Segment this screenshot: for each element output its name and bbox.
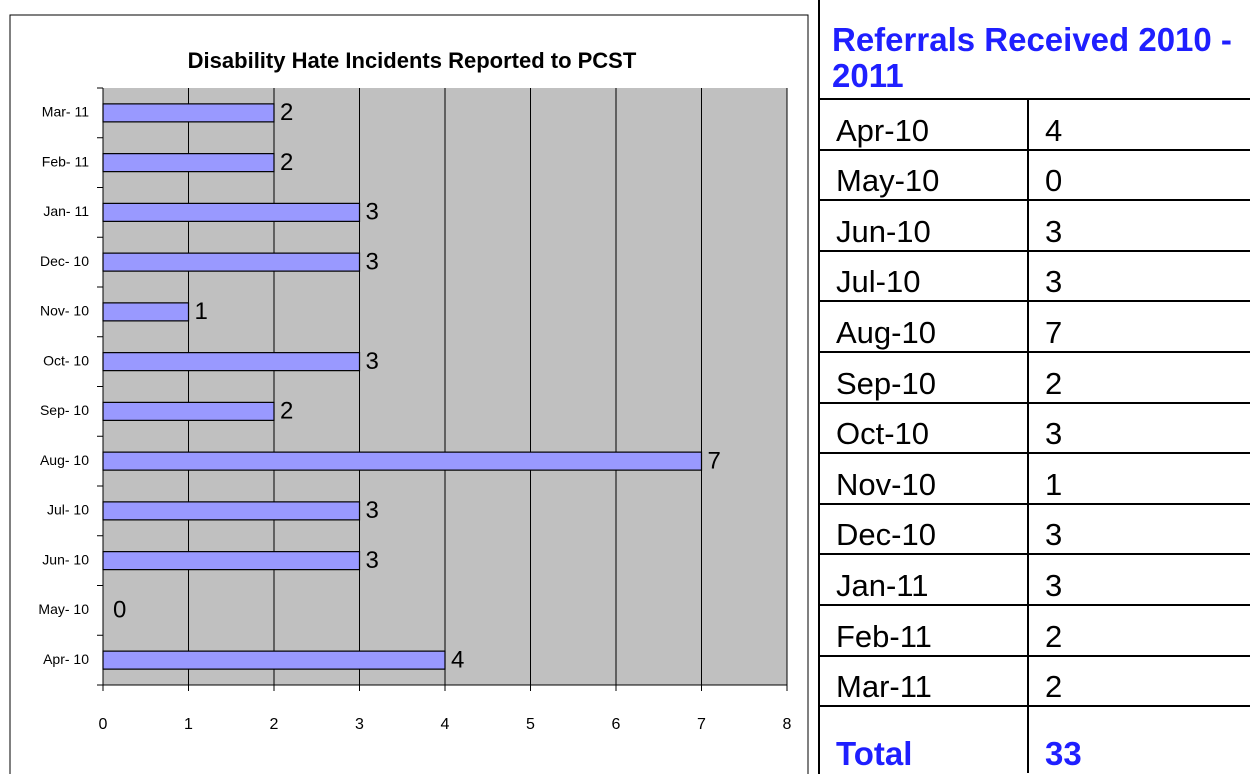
value-label: 3: [366, 348, 379, 375]
table-row: Oct-10 3: [820, 403, 1250, 455]
y-tick-label: Apr- 10: [43, 651, 89, 667]
bar: [102, 551, 361, 571]
table-cell: 3: [1045, 517, 1063, 553]
bar: [102, 202, 361, 222]
value-label: 3: [366, 497, 379, 524]
table-cell: 0: [1045, 163, 1063, 199]
bar: [102, 451, 703, 471]
y-tick-label: Feb- 11: [42, 153, 89, 169]
y-tick-label: Jan- 11: [43, 203, 89, 219]
table-cell: Apr-10: [820, 100, 1029, 149]
bar: [102, 650, 446, 670]
value-label: 3: [366, 199, 379, 226]
table-cell: 2: [1045, 618, 1063, 654]
value-label: 0: [113, 597, 126, 624]
table-cell: Jun-10: [820, 201, 1029, 250]
table-cell: 2: [1045, 669, 1063, 705]
table-cell: 3: [1045, 567, 1063, 603]
table-row: Feb-11 2: [820, 605, 1250, 657]
x-tick-label: 7: [697, 716, 706, 733]
x-tick-label: 0: [99, 716, 108, 733]
table-cell: 3: [1045, 416, 1063, 452]
table-cell: Nov-10: [820, 454, 1029, 503]
table: Referrals Received 2010 - 2011 Apr-10 4 Ma…: [818, 0, 1250, 774]
value-label: 4: [451, 646, 464, 673]
y-tick-label: Nov- 10: [40, 303, 89, 319]
y-tick-label: Jun- 10: [42, 551, 89, 567]
table-cell: 7: [1045, 314, 1063, 350]
value-label: 2: [280, 398, 293, 425]
table-title: Referrals Received 2010 - 2011: [820, 0, 1250, 100]
x-tick-label: 1: [184, 716, 193, 733]
table-row: Mar-11 2: [820, 656, 1250, 708]
y-tick-label: Oct- 10: [43, 352, 89, 368]
chart: Disability Hate Incidents Reported to PC…: [9, 14, 809, 774]
x-tick-label: 8: [783, 716, 792, 733]
table-cell: May-10: [820, 150, 1029, 200]
x-tick-label: 5: [526, 716, 535, 733]
table-row: Jan-11 3: [820, 555, 1250, 606]
table-cell: Jul-10: [820, 251, 1029, 301]
x-tick-label: 3: [355, 716, 364, 733]
value-label: 7: [708, 447, 721, 474]
table-cell: Aug-10: [820, 302, 1029, 351]
table-cell: 3: [1045, 213, 1063, 249]
y-tick-label: Dec- 10: [40, 253, 89, 269]
y-tick-label: Jul- 10: [47, 502, 89, 518]
table-row: Nov-10 1: [820, 454, 1250, 505]
table-row: Jul-10 3: [820, 251, 1250, 303]
y-tick-label: Mar- 11: [42, 104, 89, 120]
bar: [102, 401, 275, 421]
value-label: 3: [366, 248, 379, 275]
table-cell: Dec-10: [820, 504, 1029, 554]
table-row: Total 33: [820, 707, 1250, 774]
table-cell: 4: [1045, 112, 1063, 148]
x-tick-label: 2: [270, 716, 279, 733]
table-row: Sep-10 2: [820, 352, 1250, 404]
bar: [102, 252, 361, 272]
value-label: 3: [366, 547, 379, 574]
y-tick-label: Aug- 10: [40, 452, 89, 468]
value-label: 2: [280, 149, 293, 176]
table-cell: 3: [1045, 264, 1063, 300]
table-cell: Total: [820, 707, 1029, 774]
value-label: 2: [280, 99, 293, 126]
bar: [102, 352, 361, 372]
table-cell: 33: [1045, 735, 1082, 773]
bar: [102, 302, 190, 322]
table-row: Aug-10 7: [820, 302, 1250, 353]
table-cell: Oct-10: [820, 403, 1029, 453]
bar: [102, 153, 275, 173]
table-cell: Jan-11: [820, 555, 1029, 604]
table-row: Jun-10 3: [820, 201, 1250, 252]
table-cell: Mar-11: [820, 656, 1029, 706]
bar: [102, 103, 275, 123]
table-cell: 1: [1045, 466, 1063, 502]
table-row: Apr-10 4: [820, 100, 1250, 151]
table-cell: Feb-11: [820, 605, 1029, 655]
table-row: Dec-10 3: [820, 504, 1250, 556]
y-tick-label: May- 10: [38, 601, 89, 617]
x-tick-label: 4: [441, 716, 450, 733]
bar: [102, 501, 361, 521]
table-cell: 2: [1045, 365, 1063, 401]
chart-title: Disability Hate Incidents Reported to PC…: [188, 48, 637, 73]
x-tick-label: 6: [612, 716, 621, 733]
y-tick-label: Sep- 10: [40, 402, 89, 418]
value-label: 1: [195, 298, 208, 325]
table-row: May-10 0: [820, 150, 1250, 202]
table-cell: Sep-10: [820, 352, 1029, 402]
